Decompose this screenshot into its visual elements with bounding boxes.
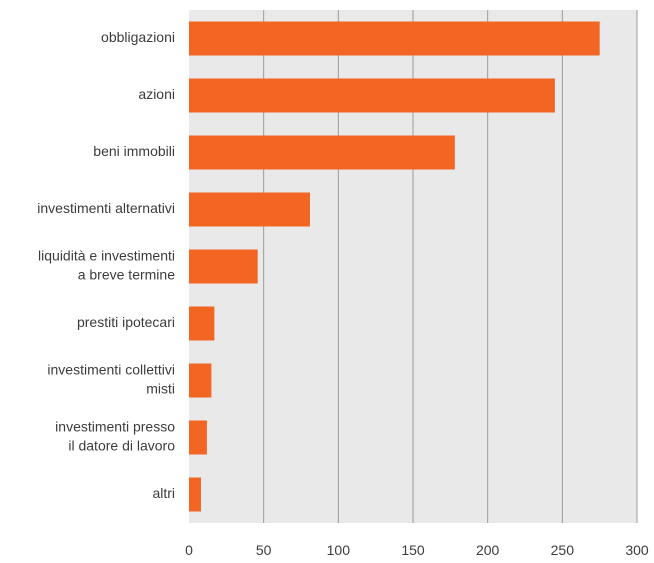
category-label: obbligazioni: [101, 29, 175, 45]
category-label: prestiti ipotecari: [77, 314, 175, 330]
x-tick-label: 100: [327, 542, 351, 558]
x-tick-label: 200: [476, 542, 500, 558]
bar: [189, 192, 310, 227]
category-label: a breve termine: [78, 267, 175, 283]
x-tick-label: 0: [185, 542, 193, 558]
x-tick-label: 300: [625, 542, 649, 558]
bar: [189, 21, 600, 56]
x-tick-labels: 0 50 100 150 200 250 300: [185, 542, 649, 558]
category-label: investimenti presso: [55, 419, 175, 435]
category-label: beni immobili: [93, 143, 175, 159]
x-tick-label: 250: [551, 542, 575, 558]
category-label: azioni: [138, 86, 175, 102]
bar: [189, 306, 215, 341]
category-label: investimenti collettivi: [47, 362, 175, 378]
category-labels: obbligazioni azioni beni immobili investime…: [37, 29, 175, 501]
bar: [189, 477, 201, 512]
category-label: altri: [152, 485, 175, 501]
bar: [189, 249, 258, 284]
bars: [189, 21, 600, 512]
category-label: investimenti alternativi: [37, 200, 175, 216]
x-tick-label: 150: [401, 542, 425, 558]
bar: [189, 420, 207, 455]
bar: [189, 363, 212, 398]
bar: [189, 78, 555, 113]
category-label: liquidità e investimenti: [38, 248, 175, 264]
category-label: il datore di lavoro: [68, 438, 175, 454]
bar: [189, 135, 455, 170]
category-label: misti: [146, 381, 175, 397]
x-tick-label: 50: [256, 542, 272, 558]
